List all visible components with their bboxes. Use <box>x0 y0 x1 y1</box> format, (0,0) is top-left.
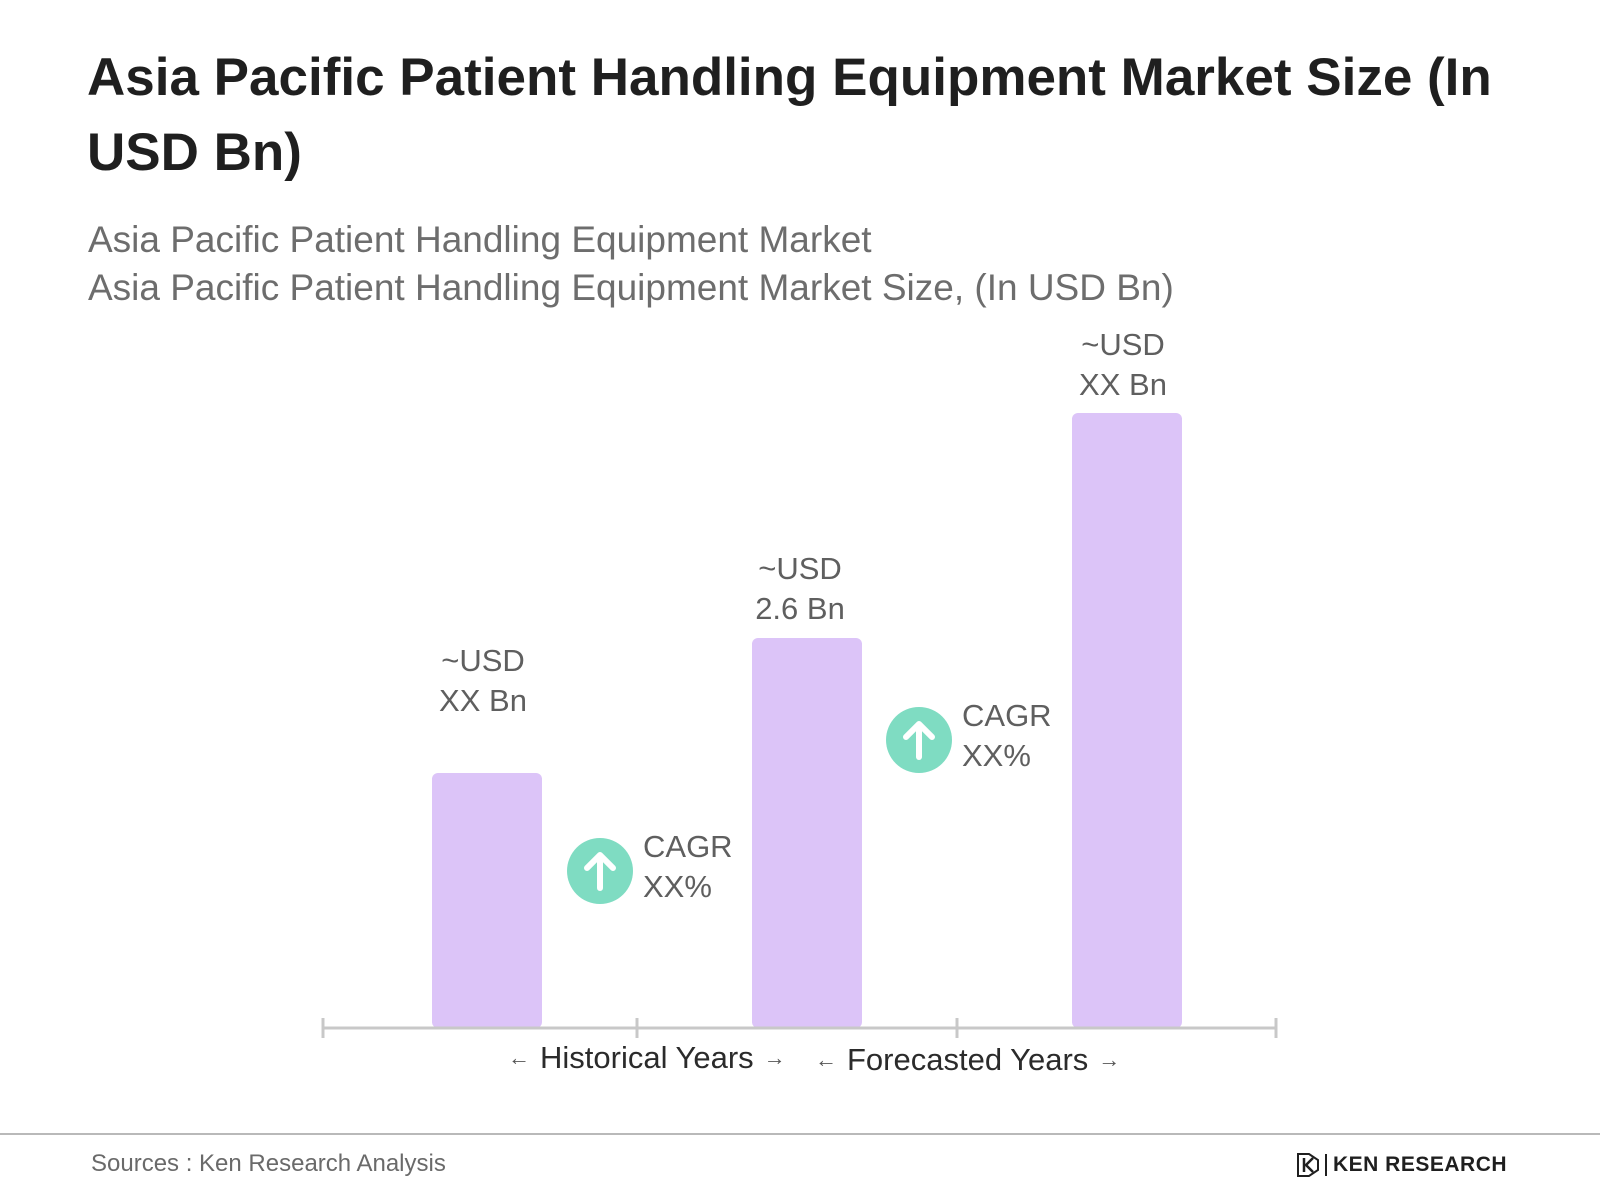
bar-label-2-line1: ~USD <box>758 551 842 586</box>
bar-label-2-line2: 2.6 Bn <box>755 591 845 626</box>
up-arrow-icon <box>886 707 952 773</box>
right-arrow-icon: → <box>763 1045 786 1070</box>
ken-research-logo-icon <box>1297 1153 1319 1177</box>
left-arrow-icon: ← <box>508 1045 530 1070</box>
source-note: Sources : Ken Research Analysis <box>91 1150 446 1177</box>
cagr-2-label: CAGR <box>962 698 1052 733</box>
bar-1 <box>432 773 542 1028</box>
left-arrow-icon: ← <box>815 1047 837 1072</box>
historical-years-label: ← Historical Years → <box>508 1038 786 1078</box>
forecasted-years-text: Forecasted Years <box>847 1042 1089 1077</box>
chart-subtitle-1: Asia Pacific Patient Handling Equipment … <box>88 219 872 260</box>
forecasted-years-label: ← Forecasted Years → <box>815 1040 1120 1080</box>
footer-divider <box>0 1133 1600 1135</box>
bar-label-1-line2: XX Bn <box>439 683 527 718</box>
bar-3 <box>1072 413 1182 1028</box>
up-arrow-icon <box>567 838 633 904</box>
bar-label-1: ~USD XX Bn <box>383 641 583 721</box>
bar-label-3-line1: ~USD <box>1081 327 1165 362</box>
chart-title: Asia Pacific Patient Handling Equipment … <box>87 48 1492 182</box>
bar-label-3-line2: XX Bn <box>1079 367 1167 402</box>
bar-label-1-line1: ~USD <box>441 643 525 678</box>
historical-years-text: Historical Years <box>540 1040 754 1075</box>
logo-separator <box>1325 1154 1327 1176</box>
cagr-annotation-2: CAGR XX% <box>962 696 1052 776</box>
right-arrow-icon: → <box>1098 1047 1121 1072</box>
cagr-1-value: XX% <box>643 869 712 904</box>
cagr-1-label: CAGR <box>643 829 733 864</box>
chart-subtitle-2: Asia Pacific Patient Handling Equipment … <box>88 267 1174 308</box>
bar-2 <box>752 638 862 1028</box>
cagr-annotation-1: CAGR XX% <box>643 827 733 907</box>
bar-label-3: ~USD XX Bn <box>1023 325 1223 405</box>
ken-research-logo: KEN RESEARCH <box>1297 1153 1507 1177</box>
logo-text: KEN RESEARCH <box>1333 1153 1508 1176</box>
cagr-2-value: XX% <box>962 738 1031 773</box>
bar-label-2: ~USD 2.6 Bn <box>700 549 900 629</box>
